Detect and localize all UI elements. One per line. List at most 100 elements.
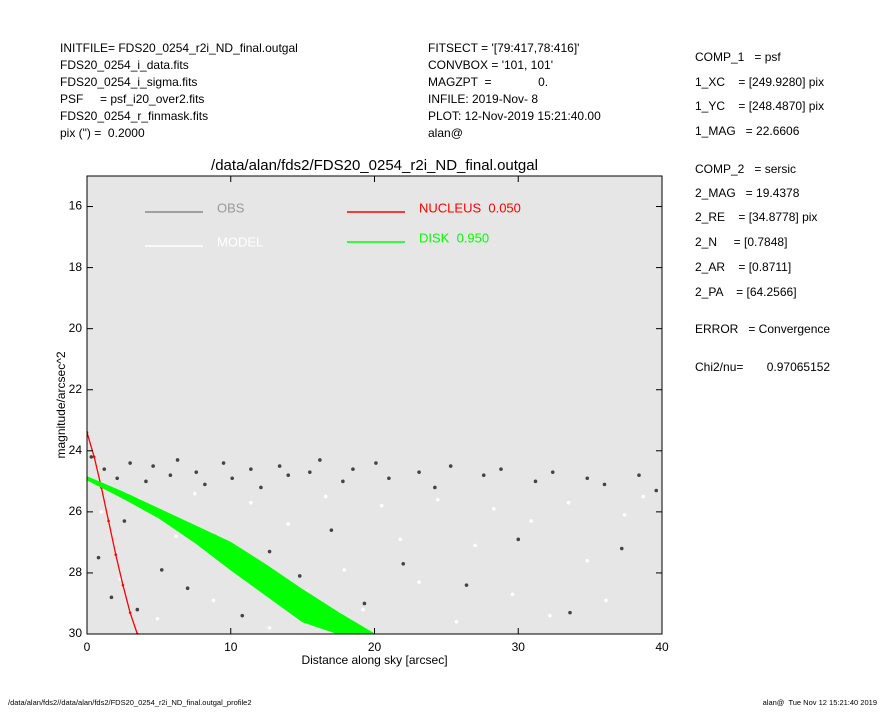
- data-point: [585, 558, 590, 563]
- data-point: [259, 485, 263, 490]
- x-tick-label: 0: [84, 640, 91, 654]
- data-point: [362, 601, 367, 606]
- x-tick-label: 20: [368, 640, 382, 654]
- y-tick-label: 26: [69, 504, 83, 518]
- header-mid-line: alan@: [428, 126, 463, 140]
- data-point: [168, 473, 173, 478]
- data-point: [398, 537, 403, 542]
- data-point: [454, 619, 459, 624]
- header-mid-line: MAGZPT = 0.: [428, 75, 548, 89]
- data-point: [221, 461, 226, 465]
- footer-right: alan@ Tue Nov 12 15:21:40 2019: [763, 698, 877, 707]
- data-point: [230, 476, 234, 481]
- data-point: [654, 488, 659, 493]
- header-left-line: INITFILE= FDS20_0254_r2i_ND_final.outgal: [60, 41, 298, 55]
- data-point: [318, 458, 322, 462]
- data-point: [417, 470, 421, 474]
- data-point: [155, 616, 160, 621]
- data-point: [194, 470, 199, 474]
- data-point: [277, 464, 282, 468]
- data-point: [267, 626, 272, 630]
- footer-left: /data/alan/fds2//data/alan/fds2/FDS20_02…: [8, 698, 252, 707]
- legend-label: OBS: [217, 200, 245, 215]
- header-left-line: FDS20_0254_i_sigma.fits: [60, 75, 197, 89]
- data-point: [185, 586, 190, 590]
- data-point: [550, 470, 555, 474]
- header-mid-line: FITSECT = '[79:417,78:416]': [428, 41, 579, 55]
- legend-label: DISK 0.950: [419, 230, 489, 245]
- param-line: 2_PA = [64.2566]: [695, 285, 797, 299]
- param-line: COMP_2 = sersic: [695, 162, 796, 176]
- data-point: [361, 607, 365, 612]
- data-point: [174, 534, 178, 539]
- y-tick-label: 18: [69, 260, 83, 274]
- y-tick-label: 20: [69, 321, 83, 335]
- legend-label: MODEL: [217, 234, 263, 249]
- data-point: [151, 464, 155, 468]
- nucleus-dot: [128, 611, 132, 614]
- data-point: [341, 479, 345, 484]
- data-point: [622, 513, 627, 517]
- data-point: [89, 455, 94, 459]
- data-point: [529, 519, 533, 523]
- data-point: [604, 598, 608, 603]
- param-line: ERROR = Convergence: [695, 322, 830, 336]
- data-point: [566, 500, 571, 505]
- data-point: [249, 467, 253, 471]
- nucleus-dot: [114, 553, 118, 556]
- data-point: [602, 482, 607, 487]
- data-point: [379, 503, 384, 508]
- chart-title: /data/alan/fds2/FDS20_0254_r2i_ND_final.…: [211, 157, 538, 174]
- param-line: 2_MAG = 19.4378: [695, 186, 800, 200]
- data-point: [286, 473, 291, 478]
- data-point: [510, 592, 515, 597]
- y-tick-label: 28: [69, 565, 83, 579]
- data-point: [473, 543, 477, 548]
- data-point: [641, 494, 646, 499]
- data-point: [193, 491, 197, 496]
- data-point: [297, 574, 302, 578]
- x-tick-label: 30: [512, 640, 526, 654]
- header-mid-line: PLOT: 12-Nov-2019 15:21:40.00: [428, 109, 601, 123]
- plot-background: [87, 176, 662, 634]
- param-line: 1_MAG = 22.6606: [695, 124, 800, 138]
- data-point: [267, 549, 272, 554]
- data-point: [387, 476, 391, 481]
- data-point: [286, 522, 291, 526]
- header-mid-line: INFILE: 2019-Nov- 8: [428, 92, 538, 106]
- data-point: [585, 476, 590, 481]
- plot: /data/alan/fds2/FDS20_0254_r2i_ND_final.…: [54, 157, 669, 667]
- param-line: Chi2/nu= 0.97065152: [695, 360, 830, 374]
- param-line: 2_AR = [0.8711]: [695, 260, 791, 274]
- data-point: [99, 510, 104, 514]
- data-point: [96, 555, 101, 560]
- data-point: [128, 461, 132, 465]
- data-point: [351, 467, 355, 471]
- data-point: [448, 464, 453, 468]
- data-point: [464, 583, 469, 587]
- param-line: 2_N = [0.7848]: [695, 235, 787, 249]
- data-point: [144, 479, 148, 484]
- data-point: [122, 519, 127, 523]
- data-point: [240, 613, 245, 618]
- data-point: [548, 613, 552, 618]
- data-point: [249, 500, 253, 505]
- param-line: 1_XC = [249.9280] pix: [695, 75, 824, 89]
- x-tick-label: 40: [655, 640, 669, 654]
- data-point: [102, 467, 107, 471]
- nucleus-dot: [92, 455, 96, 459]
- data-point: [637, 473, 641, 478]
- data-layer: [87, 431, 659, 634]
- header: INITFILE= FDS20_0254_r2i_ND_final.outgal…: [60, 41, 830, 374]
- data-point: [211, 598, 216, 603]
- data-point: [175, 458, 180, 462]
- x-axis-label: Distance along sky [arcsec]: [301, 653, 447, 667]
- data-point: [516, 537, 521, 542]
- header-left-line: FDS20_0254_i_data.fits: [60, 58, 189, 72]
- param-line: 2_RE = [34.8778] pix: [695, 210, 817, 224]
- data-point: [499, 467, 503, 471]
- param-line: COMP_1 = psf: [695, 50, 781, 64]
- data-point: [401, 561, 406, 566]
- data-point: [159, 568, 164, 572]
- data-point: [533, 479, 538, 484]
